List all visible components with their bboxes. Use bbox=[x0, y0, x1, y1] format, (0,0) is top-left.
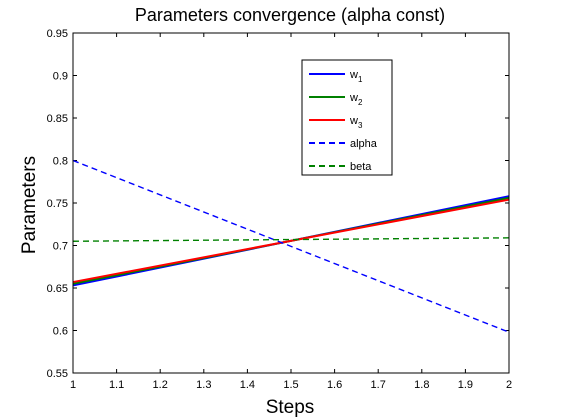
x-tick-label: 1.2 bbox=[153, 379, 168, 391]
x-tick-label: 1.7 bbox=[371, 379, 386, 391]
legend-label: beta bbox=[350, 161, 372, 173]
x-tick-label: 2 bbox=[506, 379, 512, 391]
legend-label: w2 bbox=[349, 92, 363, 107]
y-tick-label: 0.85 bbox=[47, 113, 68, 125]
axis-ticks: 1 1.1 1.2 1.3 1.4 1.5 1.6 1.7 1.8 1.9 2 0.55 0.6 0.65… bbox=[47, 28, 512, 391]
legend: w1 w2 w3 alpha beta bbox=[301, 59, 393, 176]
x-axis-label: Steps bbox=[266, 397, 315, 418]
x-tick-label: 1.5 bbox=[283, 379, 298, 391]
x-tick-label: 1.6 bbox=[327, 379, 342, 391]
plot-area bbox=[73, 33, 509, 373]
legend-box bbox=[301, 59, 393, 176]
x-tick-label: 1.4 bbox=[240, 379, 255, 391]
x-tick-label: 1.3 bbox=[196, 379, 211, 391]
y-tick-label: 0.75 bbox=[47, 198, 68, 210]
y-tick-label: 0.95 bbox=[47, 28, 68, 40]
chart-title: Parameters convergence (alpha const) bbox=[135, 5, 445, 25]
x-tick-label: 1.8 bbox=[414, 379, 429, 391]
y-tick-label: 0.9 bbox=[53, 71, 68, 83]
x-tick-label: 1 bbox=[70, 379, 76, 391]
y-tick-label: 0.55 bbox=[47, 368, 68, 380]
series-line-alpha bbox=[72, 159, 510, 333]
series-line-beta bbox=[72, 237, 510, 242]
y-tick-label: 0.65 bbox=[47, 283, 68, 295]
y-tick-label: 0.7 bbox=[53, 241, 68, 253]
plot-border bbox=[72, 32, 510, 374]
x-tick-label: 1.9 bbox=[458, 379, 473, 391]
y-axis-label: Parameters bbox=[19, 156, 40, 254]
legend-label: w3 bbox=[349, 115, 363, 130]
series-line-w3 bbox=[72, 198, 510, 284]
series-lines bbox=[72, 159, 510, 333]
y-tick-label: 0.8 bbox=[53, 156, 68, 168]
y-tick-label: 0.6 bbox=[53, 326, 68, 338]
legend-label: w1 bbox=[349, 69, 363, 84]
x-tick-label: 1.1 bbox=[109, 379, 124, 391]
legend-label: alpha bbox=[350, 138, 378, 150]
